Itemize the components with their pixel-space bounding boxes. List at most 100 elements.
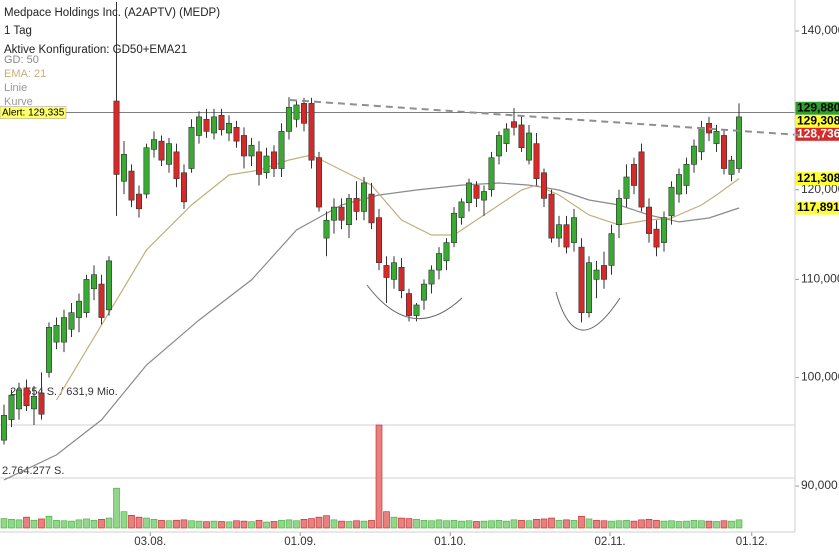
candle-body [285,107,292,132]
volume-bar [293,520,300,529]
candle-body [713,131,720,144]
candle-body [38,392,45,415]
candle-body [608,233,615,266]
candle-body [188,127,195,169]
candle-body [166,143,173,165]
chart-title: Medpace Holdings Inc. (A2APTV) (MEDP) [4,7,220,19]
volume-bar [195,520,203,529]
candle-body [323,219,330,239]
volume-bar [593,520,600,529]
volume-bar [68,520,75,529]
volume-bar [218,521,225,529]
volume-bar [690,520,698,529]
volume-bar [105,517,113,529]
curve-drawing [366,284,463,320]
candle-body [383,265,390,278]
volume-bar [645,519,653,529]
candle-body [563,224,570,248]
candle-body [458,201,465,218]
candle-body [338,206,345,221]
legend-entry: EMA: 21 [4,68,46,80]
volume-bar [405,518,413,529]
candle-body [278,131,285,169]
volume-bar [263,521,270,529]
volume-bar [240,520,248,529]
candle-body [211,116,218,134]
candle-body [690,145,697,165]
volume-bar [570,520,578,529]
candle-body [0,415,8,441]
candle-body [578,246,585,313]
price-label: 129,308 [797,113,839,127]
candle-body [428,269,435,285]
volume-bar [578,515,585,529]
volume-bar [458,520,465,529]
volume-bar [615,520,623,529]
candle-body [503,128,510,144]
candle-body [353,198,360,212]
y-tick-label: 100,000 [801,370,839,384]
legend-entry: GD: 50 [4,54,39,66]
volume-bar [338,520,345,529]
candle-body [45,326,52,373]
candle-body [728,159,735,175]
volume-bar [90,520,98,529]
candle-body [465,182,472,204]
volume-bar [705,520,713,529]
volume-bar [525,520,533,529]
candle-body [23,387,30,407]
volume-bar [8,519,15,529]
volume-bar [563,519,570,529]
price-label-box [795,114,839,128]
candle-body [315,157,322,208]
candle-body [68,312,75,330]
candle-body [181,172,188,203]
config: Aktive Konfiguration: GD50+EMA21 [4,44,187,56]
volume-bar [158,520,165,529]
drawing-label: Linie [4,82,27,94]
candle-body [450,212,457,243]
volume-bar [165,520,173,529]
candle-body [630,164,637,186]
candle-body [720,135,727,169]
candle-body [525,132,532,161]
candle-body [8,394,15,420]
candle-body [645,206,652,234]
candle-body [330,206,337,221]
trend-line [289,99,801,136]
candle-body [196,116,203,136]
volume-bar [345,521,353,529]
volume-bar [623,520,630,529]
price-label: 129,880 [797,100,839,114]
volume-bar [555,520,563,529]
volume-bar [270,521,278,529]
volume-bar [660,520,668,529]
volume-tick-label: 2.764.277 S. [2,465,64,477]
candle-body [83,279,90,313]
volume-bar [75,519,83,529]
candle-body [368,193,375,224]
volume-bar [413,519,420,529]
volume-bar [233,520,240,529]
candle-body [668,186,675,217]
candle-body [555,224,562,239]
volume-bar [548,517,555,529]
candle-body [735,116,742,169]
volume-bar [23,516,30,529]
volume-bar [435,519,443,529]
candle-body [398,266,405,291]
price-label-box [795,172,839,186]
volume-bar [420,520,428,529]
legend: Medpace Holdings Inc. (A2APTV) (MEDP) 1 … [4,7,220,108]
volume-bar [518,520,525,529]
volume-bar [390,516,398,529]
volume-bar [188,520,195,529]
volume-bar [83,518,90,529]
volume-bar [503,520,510,529]
candle-body [570,217,577,243]
volume-bar [278,520,285,529]
candle-body [241,135,248,157]
volume-bar [173,519,180,529]
volume-bar [353,520,360,529]
candle-body [533,143,540,179]
